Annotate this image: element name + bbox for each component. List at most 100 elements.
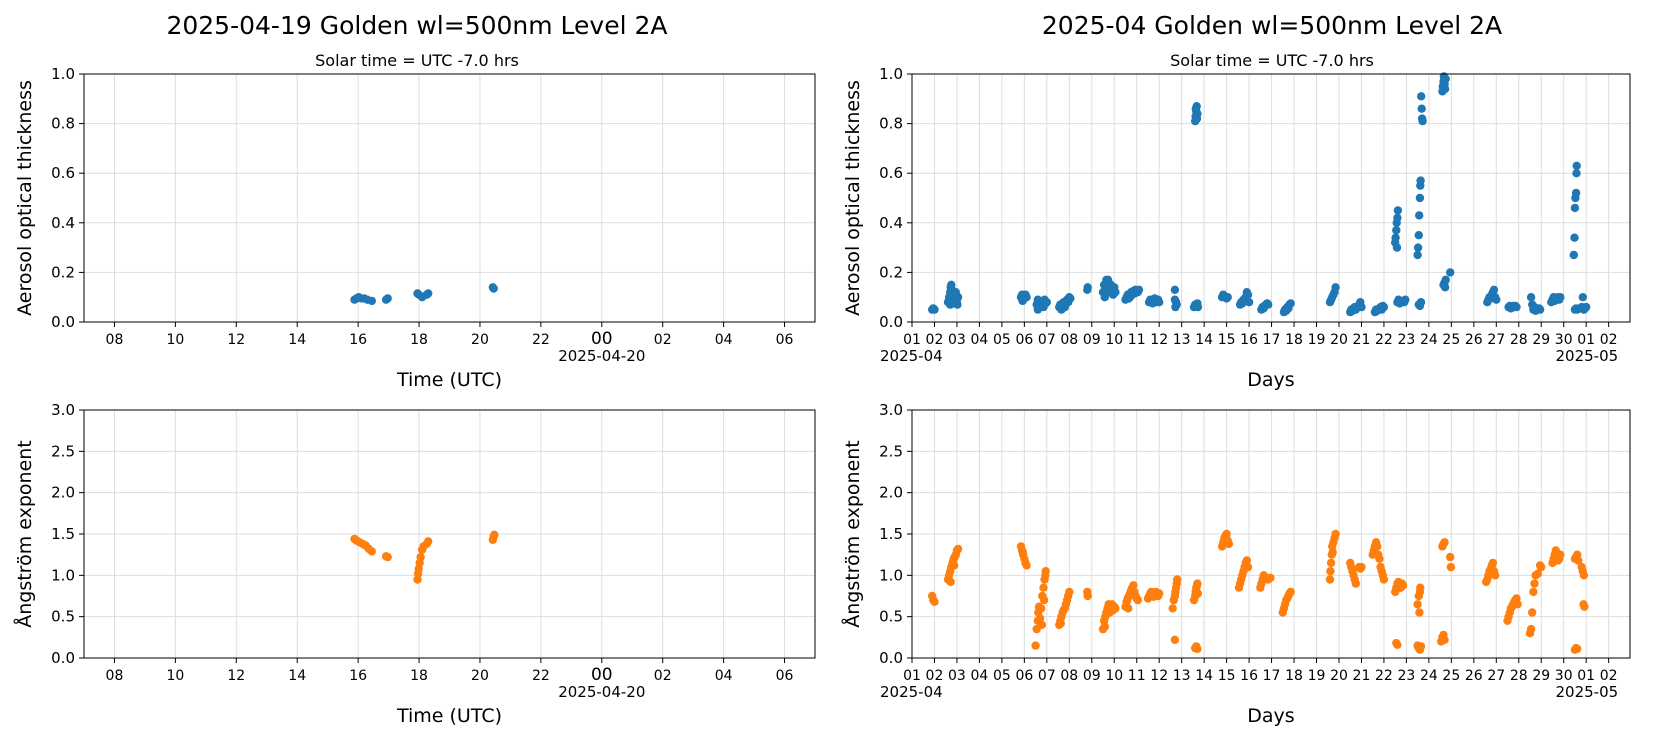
data-point <box>1441 74 1450 84</box>
data-point <box>1065 587 1074 597</box>
data-point <box>1416 642 1426 651</box>
y-tick-label: 1.0 <box>879 65 903 83</box>
data-point <box>1022 561 1031 570</box>
data-point <box>1440 283 1450 292</box>
data-point <box>1192 114 1202 123</box>
x-tick-label: 04 <box>715 668 733 684</box>
x-tick-sublabel: 2025-04-20 <box>558 347 645 365</box>
data-point <box>1351 579 1361 588</box>
data-point <box>1398 581 1408 590</box>
data-point <box>367 296 376 306</box>
x-axis-label: Days <box>1247 369 1294 391</box>
data-point <box>1570 203 1580 213</box>
right-title: 2025-04 Golden wl=500nm Level 2A <box>1042 11 1502 40</box>
x-tick-label: 22 <box>532 668 550 684</box>
x-tick-label: 14 <box>288 332 306 348</box>
y-tick-label: 3.0 <box>879 401 903 419</box>
x-tick-label: 14 <box>1195 668 1213 684</box>
x-tick-label: 20 <box>1330 668 1348 684</box>
y-tick-label: 0.0 <box>51 313 75 331</box>
x-tick-label: 02 <box>926 332 944 348</box>
y-axis-label: Ångström exponent <box>841 440 864 628</box>
data-point <box>1242 556 1252 565</box>
x-tick-label: 01 <box>903 668 921 684</box>
data-point <box>1328 548 1337 557</box>
x-tick-label: 17 <box>1263 668 1281 684</box>
x-tick-label: 06 <box>1015 668 1033 684</box>
x-tick-label: 14 <box>288 668 306 684</box>
y-tick-label: 0.0 <box>879 313 903 331</box>
data-point <box>367 547 376 556</box>
data-point <box>1111 288 1120 297</box>
data-point <box>1193 589 1203 598</box>
data-points <box>350 530 499 584</box>
data-point <box>953 293 963 302</box>
data-point <box>1224 539 1234 549</box>
data-point <box>930 597 939 606</box>
data-point <box>950 561 959 570</box>
x-tick-label: 07 <box>1038 332 1056 348</box>
data-point <box>1083 283 1092 292</box>
x-tick-label: 15 <box>1218 668 1236 684</box>
data-point <box>1170 285 1180 294</box>
data-point <box>1401 295 1410 304</box>
x-tick-label: 10 <box>166 668 184 684</box>
data-point <box>1111 604 1120 613</box>
x-axis-label: Days <box>1247 705 1294 727</box>
data-point <box>1416 298 1426 307</box>
x-tick-label: 16 <box>1240 332 1258 348</box>
x-tick-label: 17 <box>1263 332 1281 348</box>
y-tick-label: 0.4 <box>879 214 903 232</box>
data-point <box>1513 600 1522 609</box>
data-point <box>1391 233 1400 242</box>
x-tick-label: 01 <box>1577 668 1595 684</box>
data-point <box>1155 589 1164 598</box>
data-point <box>1379 302 1389 312</box>
x-tick-label: 02 <box>1600 668 1618 684</box>
y-tick-label: 2.5 <box>879 442 903 460</box>
y-tick-label: 1.5 <box>879 525 903 543</box>
data-point <box>1537 562 1546 572</box>
y-tick-label: 0.8 <box>879 115 903 133</box>
x-tick-label: 02 <box>654 332 672 348</box>
data-point <box>1286 587 1295 597</box>
data-point <box>1572 161 1581 170</box>
left-title: 2025-04-19 Golden wl=500nm Level 2A <box>166 11 667 40</box>
x-tick-label: 20 <box>471 668 489 684</box>
x-tick-label: 13 <box>1173 668 1191 684</box>
data-point <box>490 530 499 539</box>
x-tick-label: 01 <box>1577 332 1595 348</box>
data-point <box>1415 211 1424 220</box>
x-tick-sublabel: 2025-05 <box>1555 683 1618 701</box>
x-tick-label: 25 <box>1442 668 1460 684</box>
y-tick-label: 0.5 <box>879 608 903 626</box>
x-tick-label: 27 <box>1487 668 1505 684</box>
data-point <box>1103 275 1113 284</box>
data-point <box>1124 604 1133 613</box>
y-tick-label: 0.6 <box>51 164 75 182</box>
x-tick-label: 21 <box>1353 332 1371 348</box>
y-tick-label: 0.4 <box>51 214 75 232</box>
y-axis-label: Aerosol optical thickness <box>14 80 36 316</box>
data-point <box>1440 538 1449 547</box>
y-tick-label: 0.0 <box>879 649 903 667</box>
x-tick-label: 02 <box>654 668 672 684</box>
data-point <box>1170 295 1180 304</box>
data-point <box>1569 250 1579 260</box>
y-tick-label: 1.5 <box>51 525 75 543</box>
data-point <box>1415 608 1424 617</box>
x-tick-label: 02 <box>926 668 944 684</box>
x-tick-label: 16 <box>1240 668 1258 684</box>
axes-frame <box>83 73 816 323</box>
data-point <box>1133 595 1143 605</box>
right-subtitle: Solar time = UTC -7.0 hrs <box>1170 51 1374 70</box>
y-tick-label: 0.6 <box>879 164 903 182</box>
x-tick-label: 30 <box>1555 332 1573 348</box>
data-point <box>1528 608 1537 617</box>
x-tick-label: 04 <box>971 332 989 348</box>
data-point <box>1129 581 1138 590</box>
data-points <box>928 72 1591 317</box>
